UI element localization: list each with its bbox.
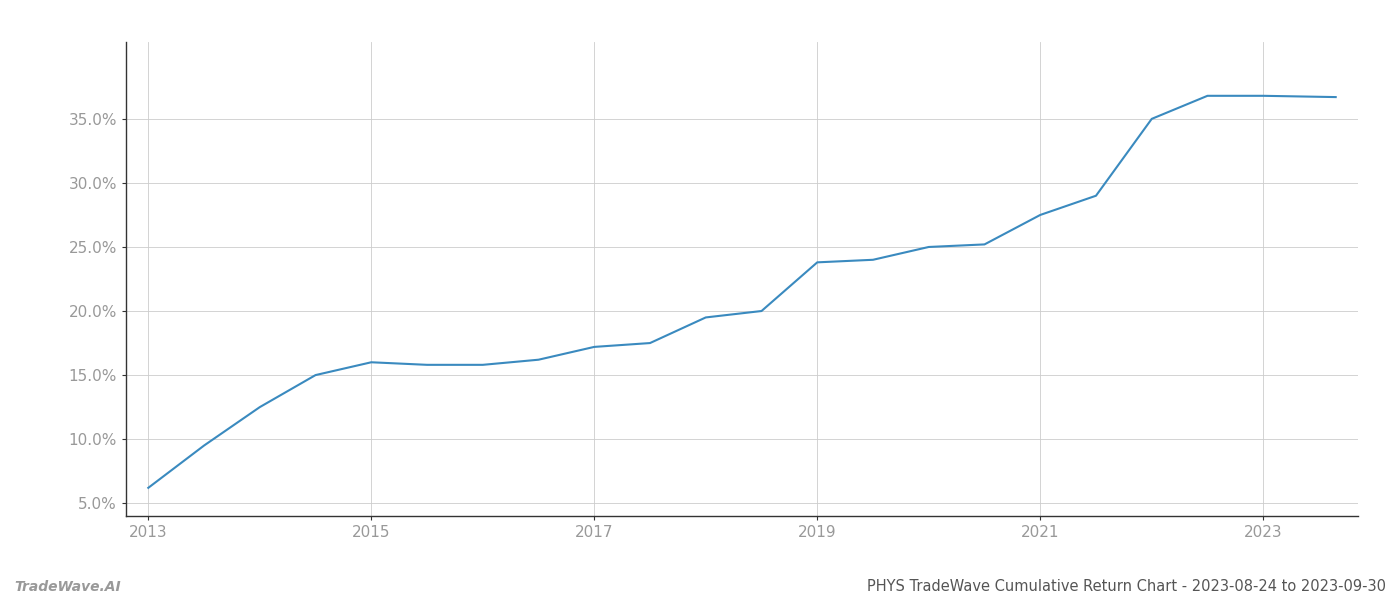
Text: TradeWave.AI: TradeWave.AI (14, 580, 120, 594)
Text: PHYS TradeWave Cumulative Return Chart - 2023-08-24 to 2023-09-30: PHYS TradeWave Cumulative Return Chart -… (867, 579, 1386, 594)
